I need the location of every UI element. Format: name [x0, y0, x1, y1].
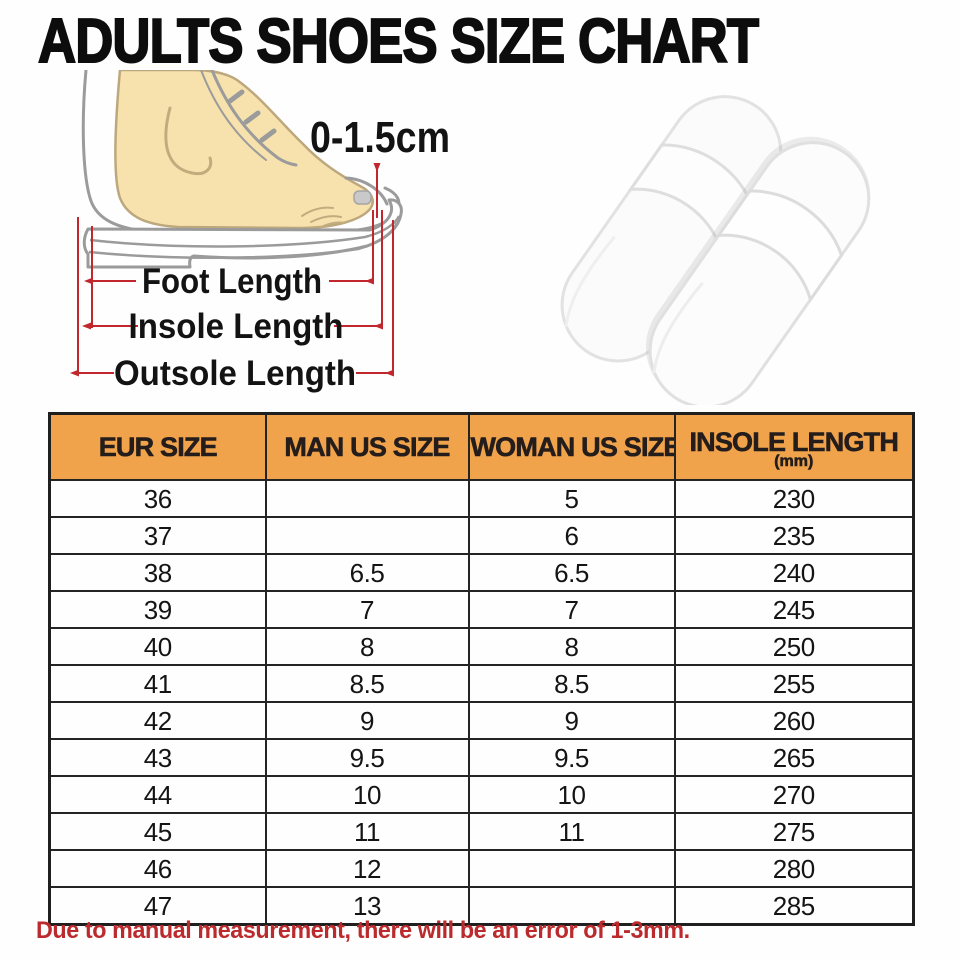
table-cell: 230 — [673, 479, 915, 518]
table-cell: 36 — [48, 479, 267, 518]
table-cell: 235 — [673, 516, 915, 555]
measurement-arrows — [70, 163, 394, 377]
table-cell: 270 — [673, 775, 915, 814]
table-cell: 10 — [264, 775, 470, 814]
col-header-insole-length-text: INSOLE LENGTH — [689, 426, 899, 457]
table-cell: 46 — [48, 849, 267, 888]
foot-illustration — [114, 70, 374, 230]
table-row: 39 7 7 245 — [48, 590, 915, 629]
table-cell — [264, 479, 470, 518]
table-cell: 6.5 — [264, 553, 470, 592]
page-title: ADULTS SHOES SIZE CHART — [37, 6, 760, 77]
table-cell: 8.5 — [467, 664, 676, 703]
table-cell: 9.5 — [467, 738, 676, 777]
table-row: 42 9 9 260 — [48, 701, 915, 740]
table-cell: 11 — [264, 812, 470, 851]
col-header-man-us-size: MAN US SIZE — [264, 412, 470, 481]
table-cell: 13 — [264, 886, 470, 926]
table-cell: 9.5 — [264, 738, 470, 777]
size-table: EUR SIZE MAN US SIZE WOMAN US SIZE INSOL… — [48, 412, 915, 926]
table-row: 45 11 11 275 — [48, 812, 915, 851]
slipper-right — [645, 136, 871, 405]
table-cell: 255 — [673, 664, 915, 703]
table-cell: 42 — [48, 701, 267, 740]
table-row: 47 13 285 — [48, 886, 915, 926]
table-cell: 40 — [48, 627, 267, 666]
table-row: 37 6 235 — [48, 516, 915, 555]
toe-gap-label: 0-1.5cm — [310, 113, 450, 162]
table-cell: 250 — [673, 627, 915, 666]
outsole-length-label: Outsole Length — [114, 354, 356, 393]
table-cell: 265 — [673, 738, 915, 777]
table-row: 36 5 230 — [48, 479, 915, 518]
slipper-left — [560, 95, 783, 363]
table-cell — [467, 849, 676, 888]
table-cell: 45 — [48, 812, 267, 851]
table-cell: 37 — [48, 516, 267, 555]
table-header-row: EUR SIZE MAN US SIZE WOMAN US SIZE INSOL… — [48, 412, 915, 481]
shoe-sole — [82, 198, 403, 269]
table-cell: 44 — [48, 775, 267, 814]
col-header-woman-us-size: WOMAN US SIZE — [467, 412, 676, 481]
table-cell: 39 — [48, 590, 267, 629]
foot-length-label: Foot Length — [142, 262, 322, 301]
slippers-product-image — [560, 95, 871, 405]
table-row: 40 8 8 250 — [48, 627, 915, 666]
table-cell: 11 — [467, 812, 676, 851]
table-cell: 9 — [467, 701, 676, 740]
table-cell: 38 — [48, 553, 267, 592]
table-cell: 8 — [264, 627, 470, 666]
table-cell: 6.5 — [467, 553, 676, 592]
insole-length-label: Insole Length — [129, 307, 344, 346]
foot-measurement-diagram: 0-1.5cm Foot Length Insole Length Outsol… — [70, 70, 450, 393]
table-row: 38 6.5 6.5 240 — [48, 553, 915, 592]
table-cell: 41 — [48, 664, 267, 703]
table-cell — [264, 516, 470, 555]
table-row: 41 8.5 8.5 255 — [48, 664, 915, 703]
table-cell: 6 — [467, 516, 676, 555]
table-cell: 10 — [467, 775, 676, 814]
table-cell: 8 — [467, 627, 676, 666]
table-cell: 43 — [48, 738, 267, 777]
col-header-eur-size: EUR SIZE — [48, 412, 267, 481]
col-header-insole-unit: (mm) — [774, 452, 814, 470]
col-header-insole-length: INSOLE LENGTH (mm) — [673, 412, 915, 481]
table-cell: 7 — [467, 590, 676, 629]
table-cell: 12 — [264, 849, 470, 888]
table-cell: 260 — [673, 701, 915, 740]
table-row: 46 12 280 — [48, 849, 915, 888]
table-cell: 7 — [264, 590, 470, 629]
table-cell: 280 — [673, 849, 915, 888]
table-cell: 275 — [673, 812, 915, 851]
table-cell: 9 — [264, 701, 470, 740]
measurement-error-note: Due to manual measurement, there will be… — [36, 917, 690, 944]
table-cell — [467, 886, 676, 926]
table-cell: 8.5 — [264, 664, 470, 703]
table-cell: 5 — [467, 479, 676, 518]
table-cell: 285 — [673, 886, 915, 926]
table-cell: 245 — [673, 590, 915, 629]
table-cell: 240 — [673, 553, 915, 592]
table-row: 44 10 10 270 — [48, 775, 915, 814]
table-row: 43 9.5 9.5 265 — [48, 738, 915, 777]
table-cell: 47 — [48, 886, 267, 926]
